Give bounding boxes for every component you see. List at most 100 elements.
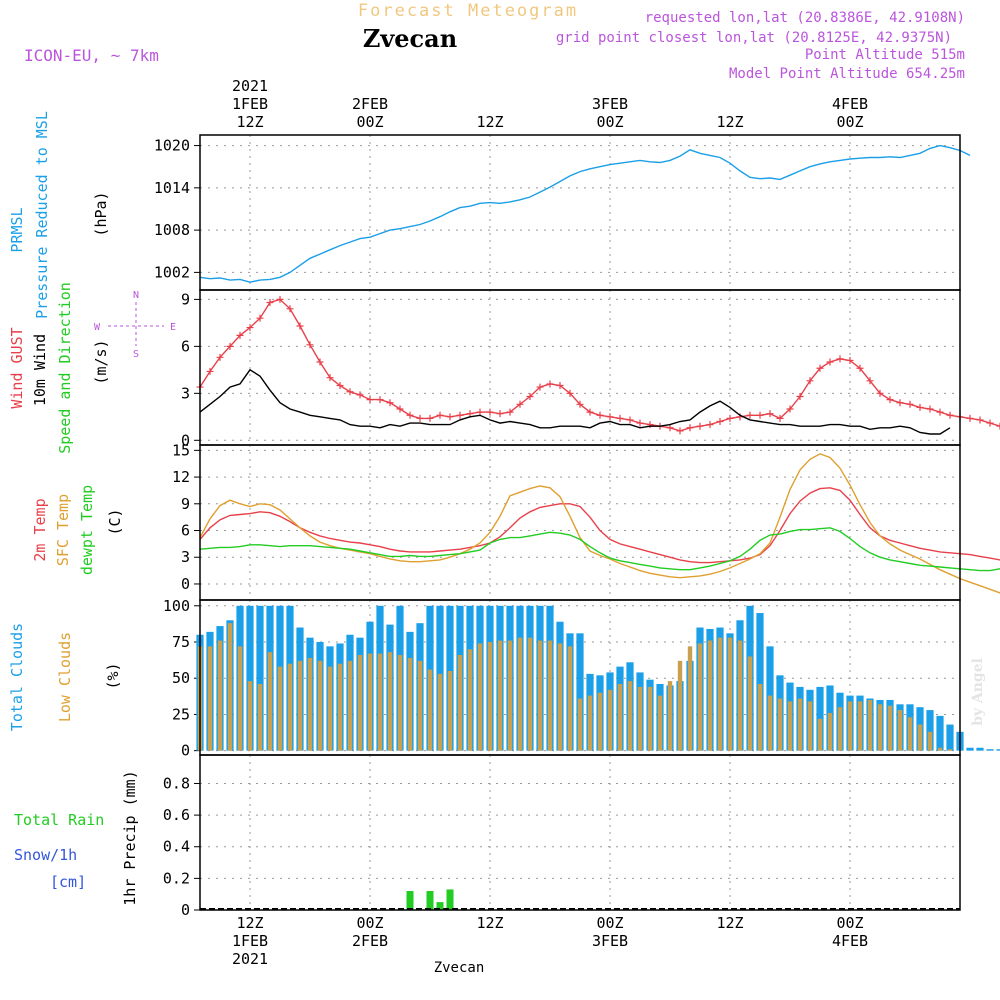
gust-marker — [246, 324, 254, 332]
ytick-temp-4: 12 — [172, 468, 190, 486]
prmsl-label: PRMSL — [8, 207, 26, 252]
low-cloud-bar — [427, 669, 433, 751]
gust-marker — [506, 408, 514, 416]
wind-labels: Wind GUST 10m Wind Speed and Direction (… — [8, 282, 176, 454]
gust-marker — [976, 416, 984, 424]
gust-marker — [876, 389, 884, 397]
bottom-xtick-0-0: 12Z — [236, 914, 263, 932]
gust-marker — [866, 377, 874, 385]
low-cloud-bar — [827, 712, 833, 751]
series-wind-1 — [199, 368, 951, 435]
gust-marker — [256, 314, 264, 322]
gust-marker — [566, 389, 574, 397]
low-cloud-bar — [357, 655, 363, 751]
temp-labels: 2m Temp SFC Temp dewpt Temp (C) — [31, 485, 124, 575]
low-cloud-bar — [407, 657, 413, 751]
low-cloud-bar — [687, 646, 693, 751]
bottom-xtick-1-1: 2FEB — [352, 932, 388, 950]
gust-marker — [396, 405, 404, 413]
bottom-xtick-5-1: 4FEB — [832, 932, 868, 950]
gust-marker — [356, 391, 364, 399]
gust-marker — [236, 331, 244, 339]
low-cloud-bar — [887, 705, 893, 751]
low-cloud-bar — [447, 670, 453, 751]
low-cloud-bar — [847, 701, 853, 751]
compass-s: S — [133, 349, 139, 360]
low-cloud-bar — [527, 637, 533, 751]
low-cloud-bar — [477, 643, 483, 751]
low-cloud-bar — [767, 695, 773, 751]
series-temp-2 — [199, 527, 1000, 572]
ytick-temp-0: 0 — [181, 575, 190, 593]
ytick-pressure-3: 1020 — [154, 137, 190, 155]
gust-marker — [276, 295, 284, 303]
top-xtick-4-0: 12Z — [716, 113, 743, 131]
ytick-clouds-3: 75 — [172, 633, 190, 651]
bottom-xtick-2-0: 12Z — [476, 914, 503, 932]
precip-unit: 1hr Precip (mm) — [121, 770, 139, 905]
total-cloud-bar — [576, 633, 584, 751]
low-cloud-bar — [507, 640, 513, 751]
low-cloud-bar — [437, 673, 443, 751]
low-cloud-bar — [297, 660, 303, 751]
wind-unit: (m/s) — [92, 339, 110, 384]
compass-w: W — [94, 322, 101, 333]
low-cloud-bar — [307, 657, 313, 751]
gust-marker — [706, 421, 714, 429]
gust-marker — [686, 424, 694, 432]
gust-marker — [526, 392, 534, 400]
gust-marker — [446, 413, 454, 421]
gust-marker — [756, 411, 764, 419]
low-cloud-bar — [417, 660, 423, 751]
top-xtick-2-0: 12Z — [476, 113, 503, 131]
low-cloud-bar — [777, 698, 783, 751]
ytick-wind-1: 3 — [181, 384, 190, 402]
ytick-temp-2: 6 — [181, 522, 190, 540]
low-cloud-bar — [917, 724, 923, 751]
low-cloud-bar — [587, 695, 593, 751]
gust-marker — [376, 396, 384, 404]
snow-label: Snow/1h — [14, 846, 77, 864]
gust-marker — [306, 341, 314, 349]
bottom-xtick-4-0: 12Z — [716, 914, 743, 932]
low-cloud-bar — [487, 642, 493, 751]
gust-marker — [556, 382, 564, 390]
gridpoint-coords: grid point closest lon,lat (20.8125E, 42… — [556, 30, 952, 46]
gust-marker — [786, 405, 794, 413]
low-cloud-bar — [897, 710, 903, 751]
low-cloud-bar — [817, 718, 823, 751]
gust-marker — [926, 405, 934, 413]
cloud-unit: (%) — [104, 662, 122, 689]
ytick-pressure-2: 1014 — [154, 179, 190, 197]
gust-marker — [406, 411, 414, 419]
low-cloud-bar — [517, 637, 523, 751]
low-cloud-bar — [937, 747, 943, 751]
low-cloud-bar — [537, 640, 543, 751]
bottom-xtick-0-2: 2021 — [232, 950, 268, 968]
gust-marker — [466, 410, 474, 418]
low-cloud-bar — [657, 695, 663, 751]
gust-marker — [776, 414, 784, 422]
gust-marker — [436, 411, 444, 419]
low-cloud-bar — [347, 660, 353, 751]
gust-marker — [456, 411, 464, 419]
compass-n: N — [133, 290, 139, 301]
top-xtick-3-1: 00Z — [596, 113, 623, 131]
bottom-xtick-0-1: 1FEB — [232, 932, 268, 950]
low-cloud-bar — [457, 655, 463, 751]
ytick-clouds-4: 100 — [163, 597, 190, 615]
gust-marker — [496, 410, 504, 418]
watermark: by Angel — [970, 658, 986, 726]
low-cloud-bar — [857, 701, 863, 751]
sfc-temp-label: SFC Temp — [54, 494, 72, 566]
series-temp-0 — [199, 487, 1000, 564]
low-cloud-bar — [217, 640, 223, 751]
low-cloud-bar — [867, 699, 873, 751]
compass-e: E — [170, 322, 176, 333]
gust-marker — [886, 396, 894, 404]
ytick-precip-0: 0 — [181, 901, 190, 919]
ytick-wind-3: 9 — [181, 290, 190, 308]
low-cloud-bar — [367, 653, 373, 751]
gust-marker — [316, 358, 324, 366]
